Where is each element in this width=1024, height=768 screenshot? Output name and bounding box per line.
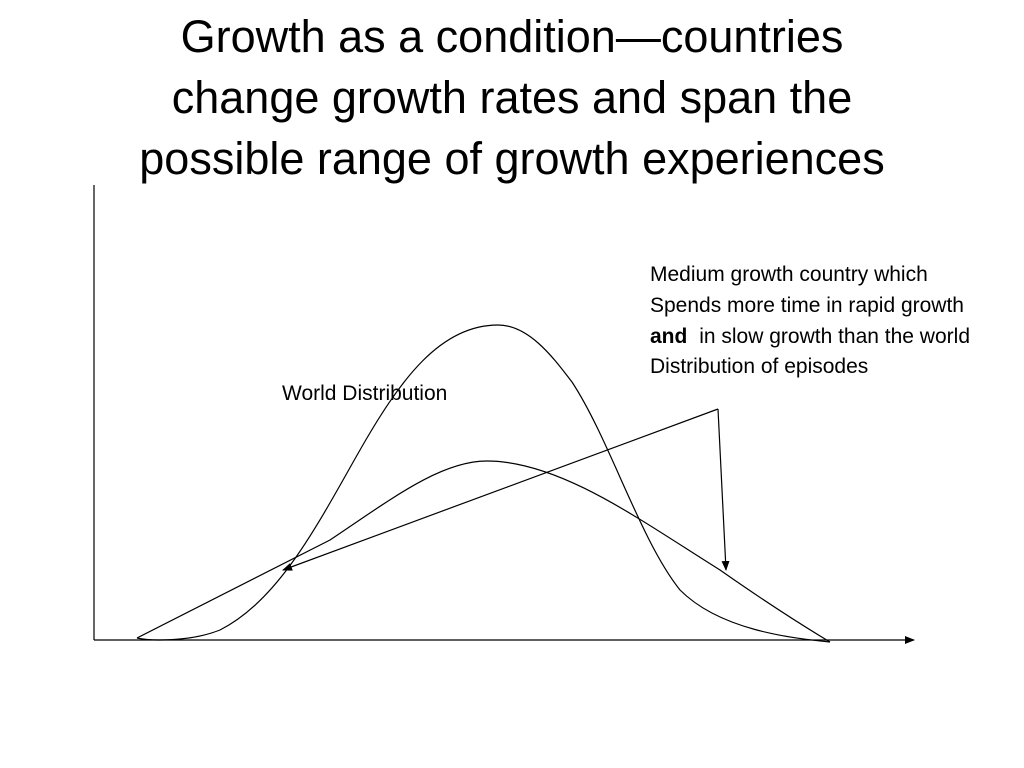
world-label: World Distribution xyxy=(282,382,447,405)
annotation-line: and in slow growth than the world xyxy=(650,325,970,348)
annotation-line: Spends more time in rapid growth xyxy=(650,294,964,317)
arrow xyxy=(717,408,730,571)
annotation-line: Distribution of episodes xyxy=(650,355,868,378)
title-line: change growth rates and span the xyxy=(172,72,852,123)
annotation-rest: in slow growth than the world xyxy=(699,325,970,348)
title-line: possible range of growth experiences xyxy=(139,133,884,184)
annotation-bold: and xyxy=(650,325,687,348)
country-curve xyxy=(136,460,831,643)
title-line: Growth as a condition—countries xyxy=(181,11,844,62)
world-curve xyxy=(136,324,831,643)
arrow xyxy=(282,408,719,571)
annotation-line: Medium growth country which xyxy=(650,263,928,286)
